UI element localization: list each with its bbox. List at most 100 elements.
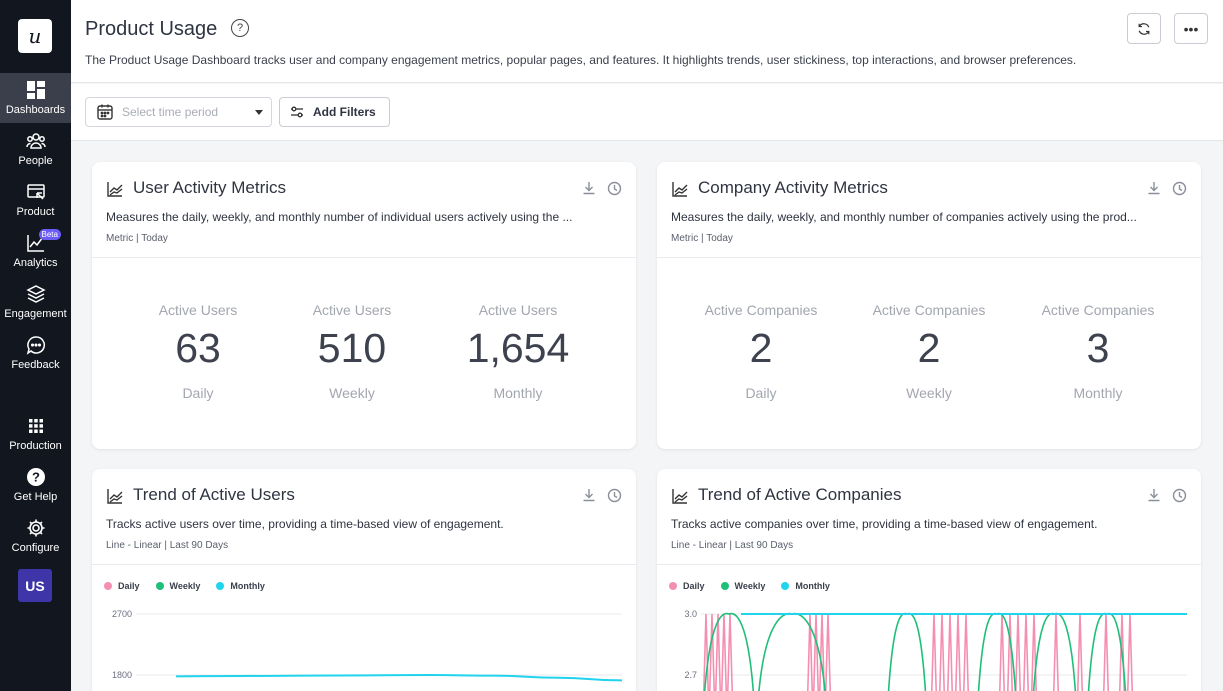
- clock-icon[interactable]: [607, 181, 622, 196]
- sidebar-item-product[interactable]: Product: [0, 175, 71, 225]
- card-description: Tracks active companies over time, provi…: [671, 517, 1098, 531]
- series-line-daily: [930, 613, 938, 691]
- sidebar-item-label: Engagement: [4, 308, 67, 320]
- sidebar-item-label: Production: [9, 440, 62, 452]
- chart-line-icon: [672, 182, 688, 197]
- clock-icon[interactable]: [1172, 488, 1187, 503]
- metric-value: 2: [917, 325, 941, 371]
- metric-label: Active Users: [478, 302, 558, 318]
- card-description: Measures the daily, weekly, and monthly …: [671, 210, 1137, 224]
- series-line-weekly: [887, 612, 927, 691]
- card-title: Trend of Active Companies: [698, 485, 902, 504]
- sidebar: u Dashboards People Product Beta Analyti…: [0, 0, 71, 691]
- series-line-daily: [708, 613, 716, 691]
- divider: [657, 257, 1201, 258]
- metric-monthly: Active Users 1,654 Monthly: [443, 302, 593, 401]
- add-filters-label: Add Filters: [313, 105, 376, 119]
- feedback-icon: [25, 334, 47, 356]
- legend-dot: [155, 582, 164, 590]
- company-trend-chart: 3.0 2.7: [684, 609, 1187, 691]
- legend-item-monthly[interactable]: Monthly: [216, 581, 265, 591]
- sidebar-item-get-help[interactable]: ? Get Help: [0, 460, 71, 510]
- y-tick-label: 2700: [112, 609, 132, 619]
- legend-item-daily[interactable]: Daily: [669, 581, 705, 591]
- sidebar-item-label: Product: [16, 206, 55, 218]
- refresh-button[interactable]: [1127, 13, 1161, 44]
- chart-legend: Daily Weekly Monthly: [104, 581, 265, 591]
- dashboards-icon: [25, 79, 47, 101]
- metric-weekly: Active Users 510 Weekly: [277, 302, 427, 401]
- company-trend-card: Trend of Active Companies Tracks active …: [657, 469, 1201, 691]
- chart-line-icon: [107, 489, 123, 504]
- sidebar-item-production[interactable]: Production: [0, 409, 71, 459]
- clock-icon[interactable]: [607, 488, 622, 503]
- download-icon[interactable]: [1147, 181, 1162, 196]
- legend-item-monthly[interactable]: Monthly: [781, 581, 830, 591]
- legend-label: Monthly: [795, 581, 830, 591]
- user-trend-chart: 2700 1800: [112, 609, 623, 682]
- sidebar-item-configure[interactable]: Configure: [0, 511, 71, 561]
- svg-text:?: ?: [32, 470, 40, 485]
- metric-weekly: Active Companies 2 Weekly: [854, 302, 1004, 401]
- sidebar-item-people[interactable]: People: [0, 124, 71, 174]
- legend-item-weekly[interactable]: Weekly: [155, 581, 200, 591]
- metric-period: Daily: [745, 385, 777, 401]
- sidebar-item-label: Analytics: [13, 257, 58, 269]
- help-icon: ?: [25, 466, 47, 488]
- sidebar-item-engagement[interactable]: Engagement: [0, 277, 71, 327]
- app-logo[interactable]: u: [18, 19, 52, 53]
- chart-line-icon: [107, 182, 123, 197]
- chart-line-icon: [672, 489, 688, 504]
- series-line-daily: [962, 613, 970, 691]
- series-line-weekly: [703, 612, 755, 691]
- gear-icon: [25, 517, 47, 539]
- legend-dot: [216, 582, 225, 590]
- legend-dot: [669, 582, 677, 590]
- page-header: Product Usage ? The Product Usage Dashbo…: [71, 0, 1223, 83]
- add-filters-button[interactable]: Add Filters: [279, 97, 390, 127]
- series-line-daily: [1126, 613, 1134, 691]
- help-circle-icon[interactable]: ?: [231, 19, 249, 37]
- series-line-daily: [812, 613, 820, 691]
- legend-dot: [104, 582, 112, 590]
- card-meta: Metric | Today: [671, 233, 733, 244]
- more-options-button[interactable]: •••: [1174, 13, 1208, 44]
- chevron-down-icon: [255, 110, 263, 115]
- download-icon[interactable]: [582, 181, 597, 196]
- clock-icon[interactable]: [1172, 181, 1187, 196]
- metric-value: 510: [317, 325, 387, 371]
- download-icon[interactable]: [582, 488, 597, 503]
- series-line-monthly: [175, 673, 623, 682]
- series-line-daily: [1022, 613, 1030, 691]
- sidebar-item-feedback[interactable]: Feedback: [0, 328, 71, 378]
- legend-item-weekly[interactable]: Weekly: [720, 581, 765, 591]
- user-avatar[interactable]: US: [18, 569, 52, 602]
- download-icon[interactable]: [1147, 488, 1162, 503]
- sidebar-item-dashboards[interactable]: Dashboards: [0, 73, 71, 123]
- metric-period: Weekly: [906, 385, 952, 401]
- metric-value: 63: [175, 325, 221, 371]
- legend-item-daily[interactable]: Daily: [104, 581, 140, 591]
- chart-legend: Daily Weekly Monthly: [669, 581, 830, 591]
- sidebar-item-label: Configure: [11, 542, 60, 554]
- product-icon: [25, 181, 47, 203]
- sidebar-item-analytics[interactable]: Beta Analytics: [0, 226, 71, 276]
- series-line-daily: [954, 613, 962, 691]
- time-period-placeholder: Select time period: [122, 105, 219, 119]
- metric-monthly: Active Companies 3 Monthly: [1023, 302, 1173, 401]
- series-line-daily: [726, 613, 734, 691]
- card-title: Trend of Active Users: [133, 485, 295, 504]
- analytics-icon: Beta: [25, 229, 61, 254]
- series-line-daily: [938, 613, 946, 691]
- card-meta: Metric | Today: [106, 233, 168, 244]
- sidebar-item-label: People: [18, 155, 53, 167]
- card-description: Tracks active users over time, providing…: [106, 517, 504, 531]
- time-period-select[interactable]: Select time period: [85, 97, 272, 127]
- legend-label: Monthly: [230, 581, 265, 591]
- beta-badge: Beta: [38, 229, 61, 240]
- page-description: The Product Usage Dashboard tracks user …: [85, 53, 1077, 67]
- series-line-daily: [1052, 613, 1060, 691]
- divider: [92, 257, 636, 258]
- metric-value: 1,654: [466, 325, 570, 371]
- metric-label: Active Companies: [704, 302, 818, 318]
